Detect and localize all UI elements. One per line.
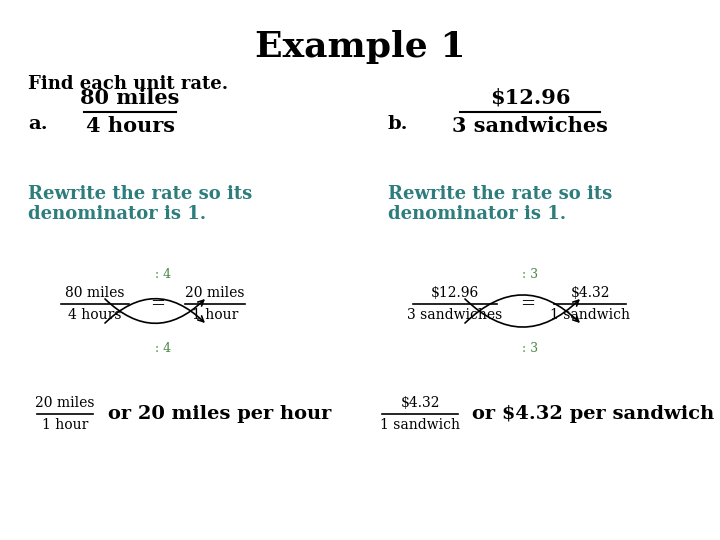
Text: Rewrite the rate so its: Rewrite the rate so its: [388, 185, 612, 203]
Text: Rewrite the rate so its: Rewrite the rate so its: [28, 185, 252, 203]
Text: 80 miles: 80 miles: [81, 88, 180, 108]
Text: 3 sandwiches: 3 sandwiches: [452, 116, 608, 136]
Text: : 3: : 3: [523, 341, 539, 354]
Text: $4.32: $4.32: [570, 286, 610, 300]
Text: 1 sandwich: 1 sandwich: [550, 308, 630, 322]
Text: : 3: : 3: [523, 267, 539, 280]
Text: or $4.32 per sandwich: or $4.32 per sandwich: [472, 405, 714, 423]
Text: : 4: : 4: [155, 267, 171, 280]
Text: 80 miles: 80 miles: [66, 286, 125, 300]
Text: $12.96: $12.96: [490, 88, 570, 108]
Text: b.: b.: [388, 115, 408, 133]
Text: 1 hour: 1 hour: [192, 308, 238, 322]
Text: denominator is 1.: denominator is 1.: [28, 205, 206, 223]
Text: =: =: [521, 295, 536, 313]
Text: 3 sandwiches: 3 sandwiches: [408, 308, 503, 322]
Text: 4 hours: 4 hours: [86, 116, 174, 136]
Text: Find each unit rate.: Find each unit rate.: [28, 75, 228, 93]
Text: a.: a.: [28, 115, 48, 133]
Text: or 20 miles per hour: or 20 miles per hour: [108, 405, 331, 423]
Text: Example 1: Example 1: [255, 30, 465, 64]
Text: $12.96: $12.96: [431, 286, 479, 300]
Text: 20 miles: 20 miles: [185, 286, 245, 300]
Text: denominator is 1.: denominator is 1.: [388, 205, 566, 223]
Text: 20 miles: 20 miles: [35, 396, 95, 410]
Text: : 4: : 4: [155, 341, 171, 354]
Text: 1 hour: 1 hour: [42, 418, 88, 432]
Text: 4 hours: 4 hours: [68, 308, 122, 322]
Text: $4.32: $4.32: [400, 396, 440, 410]
Text: =: =: [150, 295, 166, 313]
Text: 1 sandwich: 1 sandwich: [380, 418, 460, 432]
